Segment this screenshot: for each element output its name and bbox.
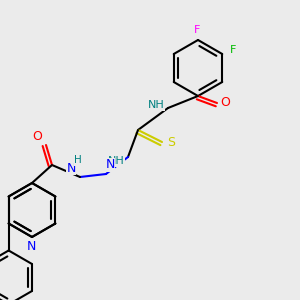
Text: N: N <box>66 161 76 175</box>
Text: O: O <box>220 95 230 109</box>
Text: F: F <box>194 25 200 35</box>
Text: O: O <box>32 130 42 143</box>
Text: NH: NH <box>108 156 124 166</box>
Text: NH: NH <box>148 100 164 110</box>
Text: N: N <box>105 158 115 172</box>
Text: F: F <box>230 45 236 55</box>
Text: N: N <box>26 239 36 253</box>
Text: H: H <box>74 155 82 165</box>
Text: S: S <box>167 136 175 149</box>
